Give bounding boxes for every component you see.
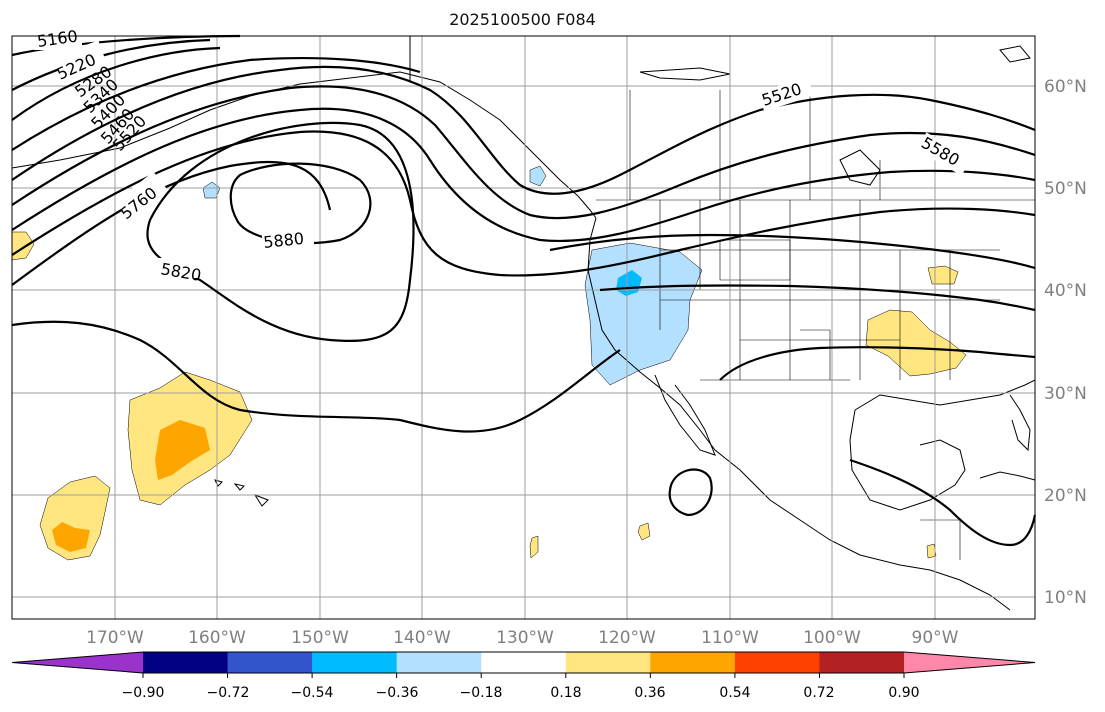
longitude-label: 100°W bbox=[803, 628, 861, 648]
colorbar-swatch bbox=[734, 652, 820, 673]
colorbar-swatch bbox=[481, 652, 567, 673]
colorbar-swatch bbox=[819, 652, 905, 673]
map-border bbox=[11, 35, 1036, 620]
colorbar: −0.90 −0.72 −0.54 −0.36 −0.18 0.18 0.36 … bbox=[11, 651, 1036, 701]
colorbar-tick-label: −0.54 bbox=[291, 685, 334, 701]
map-title: 2025100500 F084 bbox=[449, 10, 596, 29]
colorbar-swatch bbox=[227, 652, 313, 673]
colorbar-swatch bbox=[650, 652, 736, 673]
colorbar-tick-label: −0.36 bbox=[376, 685, 419, 701]
longitude-label: 140°W bbox=[393, 628, 451, 648]
colorbar-extend-high bbox=[904, 652, 1035, 673]
anomaly-positive-spot-2 bbox=[637, 522, 651, 541]
longitude-label: 170°W bbox=[86, 628, 144, 648]
longitude-label: 150°W bbox=[291, 628, 349, 648]
colorbar-tick-label: 0.90 bbox=[888, 685, 919, 701]
anomaly-negative-alaska bbox=[529, 165, 547, 187]
anomaly-negative-pacific bbox=[202, 181, 221, 199]
anomaly-positive-hawaii-core bbox=[155, 420, 210, 480]
colorbar-swatch bbox=[565, 652, 651, 673]
latitude-axis: 60°N 50°N 40°N 30°N 20°N 10°N bbox=[1044, 77, 1087, 608]
coastlines bbox=[11, 36, 1036, 611]
colorbar-tick-label: 0.36 bbox=[634, 685, 665, 701]
anomaly-positive-southwest-core bbox=[52, 522, 90, 552]
anomaly-shading bbox=[11, 165, 967, 561]
colorbar-extend-low bbox=[12, 652, 143, 673]
longitude-label: 130°W bbox=[496, 628, 554, 648]
colorbar-tick-label: 0.54 bbox=[719, 685, 750, 701]
latitude-label: 30°N bbox=[1044, 384, 1087, 404]
longitude-label: 160°W bbox=[188, 628, 246, 648]
longitude-label: 90°W bbox=[912, 628, 959, 648]
anomaly-positive-spot-3 bbox=[926, 543, 937, 559]
colorbar-tick-label: −0.90 bbox=[122, 685, 165, 701]
colorbar-tick-label: −0.18 bbox=[460, 685, 503, 701]
colorbar-swatch bbox=[312, 652, 398, 673]
longitude-axis: 170°W 160°W 150°W 140°W 130°W 120°W 110°… bbox=[86, 628, 959, 648]
latitude-label: 20°N bbox=[1044, 486, 1087, 506]
colorbar-tick-label: 0.72 bbox=[803, 685, 834, 701]
longitude-label: 120°W bbox=[598, 628, 656, 648]
latitude-label: 60°N bbox=[1044, 77, 1087, 97]
latitude-label: 40°N bbox=[1044, 281, 1087, 301]
anomaly-positive-plains bbox=[865, 309, 967, 377]
latitude-label: 10°N bbox=[1044, 588, 1087, 608]
colorbar-tick-label: 0.18 bbox=[550, 685, 581, 701]
colorbar-swatch bbox=[143, 652, 229, 673]
colorbar-swatch bbox=[396, 652, 482, 673]
colorbar-tick-label: −0.72 bbox=[207, 685, 250, 701]
height-contours bbox=[11, 34, 1037, 547]
longitude-label: 110°W bbox=[701, 628, 759, 648]
map-panel bbox=[12, 36, 1035, 619]
latitude-label: 50°N bbox=[1044, 179, 1087, 199]
gridlines bbox=[12, 36, 1035, 619]
anomaly-positive-spot-1 bbox=[529, 535, 539, 559]
contour-label: 5880 bbox=[262, 229, 304, 252]
